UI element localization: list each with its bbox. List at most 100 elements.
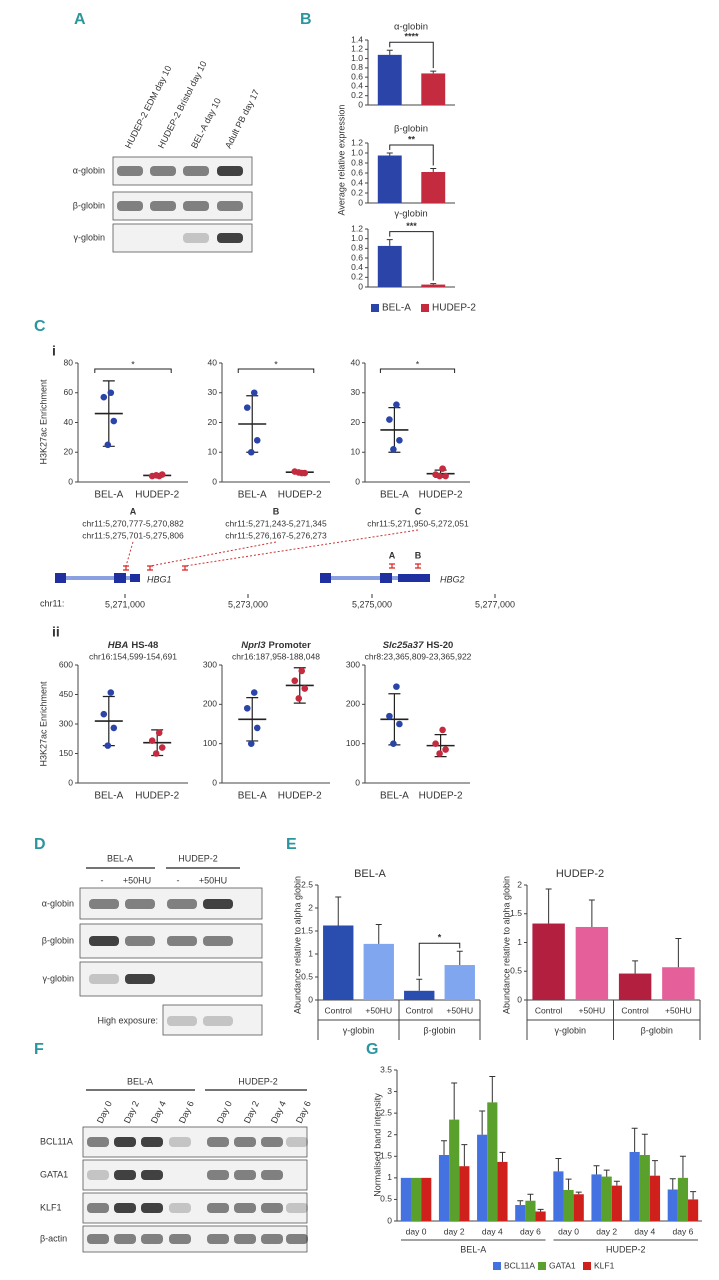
- point: [295, 469, 303, 476]
- y-tick-label: 0.4: [351, 177, 363, 187]
- element-name: Promoter: [269, 640, 312, 651]
- y-tick-label: 0.5: [380, 1194, 392, 1204]
- x-tick-label: BEL-A: [380, 490, 409, 501]
- band: [125, 936, 155, 946]
- bar: [449, 1119, 460, 1221]
- error-bar: [651, 1160, 658, 1176]
- legend-swatch: [583, 1262, 591, 1270]
- x-tick-label: day 2: [596, 1226, 617, 1236]
- point: [291, 677, 299, 685]
- band: [141, 1170, 163, 1180]
- error-bar: [575, 1191, 582, 1195]
- region-coords: chr11:5,275,701-5,275,806: [82, 530, 184, 540]
- bar: [421, 172, 446, 203]
- x-tick-label: HUDEP-2: [278, 490, 322, 501]
- y-tick-label: 1.2: [351, 223, 363, 233]
- bar: [377, 54, 402, 105]
- point: [110, 724, 118, 732]
- band: [261, 1234, 283, 1244]
- chart-title: BEL-A: [354, 868, 386, 880]
- error-bar: [603, 1169, 610, 1177]
- point: [396, 720, 403, 728]
- bar: [363, 943, 394, 1000]
- band: [286, 1234, 308, 1244]
- error-bar: [679, 1155, 686, 1178]
- band: [207, 1170, 229, 1180]
- y-tick-label: 0: [212, 476, 217, 486]
- group-label: BEL-A: [127, 1076, 153, 1086]
- region-coords: chr16:187,958-188,048: [232, 651, 320, 661]
- y-tick-label: 1: [308, 948, 313, 958]
- x-tick-label: HUDEP-2: [278, 791, 322, 802]
- x-tick-label: Control: [621, 1005, 649, 1015]
- row-label: β-globin: [73, 200, 105, 210]
- point: [152, 750, 160, 757]
- panel-labels: A B C i ii D E F G: [34, 11, 378, 1058]
- band-row: [87, 1137, 308, 1147]
- error-bar: [451, 1082, 458, 1120]
- y-tick-label: 30: [208, 387, 218, 397]
- band: [87, 1203, 109, 1213]
- group-label: γ-globin: [554, 1025, 586, 1035]
- error-bar: [675, 937, 682, 968]
- point: [247, 448, 255, 456]
- bar: [421, 1177, 432, 1221]
- y-tick-label: 2: [308, 902, 313, 912]
- band: [207, 1203, 229, 1213]
- band: [87, 1137, 109, 1147]
- error-bar: [461, 1144, 468, 1167]
- region-coords: chr8:23,365,809-23,365,922: [365, 651, 472, 661]
- lane-label: Day 6: [177, 1099, 196, 1125]
- group-label: HUDEP-2: [606, 1244, 646, 1254]
- band: [114, 1137, 136, 1147]
- y-tick-label: 20: [64, 447, 74, 457]
- error-bar: [386, 49, 393, 55]
- x-tick-label: BEL-A: [94, 791, 123, 802]
- y-tick-label: 1.5: [510, 908, 522, 918]
- y-tick-label: 40: [208, 357, 218, 367]
- region-label: A: [130, 506, 137, 516]
- band: [234, 1234, 256, 1244]
- y-tick-label: 300: [346, 659, 360, 669]
- point: [390, 740, 397, 747]
- y-axis-label: Abundance relative to alpha globin: [292, 876, 302, 1014]
- point: [158, 471, 166, 478]
- error-bar: [613, 1180, 620, 1186]
- y-tick-label: 1.4: [351, 34, 363, 44]
- locus-tick-label: 5,271,000: [105, 599, 145, 609]
- sig-bracket: [237, 368, 315, 373]
- x-tick-label: BEL-A: [238, 791, 267, 802]
- point: [390, 445, 397, 453]
- bar: [535, 1211, 546, 1221]
- point: [107, 389, 115, 397]
- y-tick-label: 10: [208, 447, 218, 457]
- sig-bracket: [379, 368, 456, 373]
- point: [436, 750, 443, 757]
- y-tick-label: 200: [203, 699, 217, 709]
- bar: [525, 1200, 536, 1221]
- chart-title: HBA HS-48: [108, 640, 159, 651]
- bar: [553, 1171, 564, 1221]
- error-bar: [632, 960, 639, 974]
- y-tick-label: 0: [358, 281, 363, 291]
- band: [114, 1234, 136, 1244]
- y-tick-label: 1.0: [351, 53, 363, 63]
- exon: [320, 573, 331, 583]
- sig-label: *: [438, 933, 442, 943]
- y-tick-label: 30: [351, 387, 361, 397]
- bar: [323, 925, 354, 1000]
- chart-title: Nprl3 Promoter: [241, 640, 311, 651]
- band: [203, 1016, 233, 1026]
- band-row: [89, 899, 233, 909]
- chart-title: α-globin: [394, 22, 428, 33]
- point: [253, 724, 261, 732]
- error-bar: [479, 1110, 486, 1135]
- blot-a: HUDEP-2 EDM day 10 HUDEP-2 Bristol day 1…: [73, 59, 261, 253]
- point: [439, 465, 446, 472]
- point: [386, 712, 393, 720]
- band: [217, 166, 243, 176]
- exon: [55, 573, 66, 583]
- panel-label: C: [34, 318, 46, 335]
- x-tick-label: HUDEP-2: [135, 791, 179, 802]
- band: [234, 1137, 256, 1147]
